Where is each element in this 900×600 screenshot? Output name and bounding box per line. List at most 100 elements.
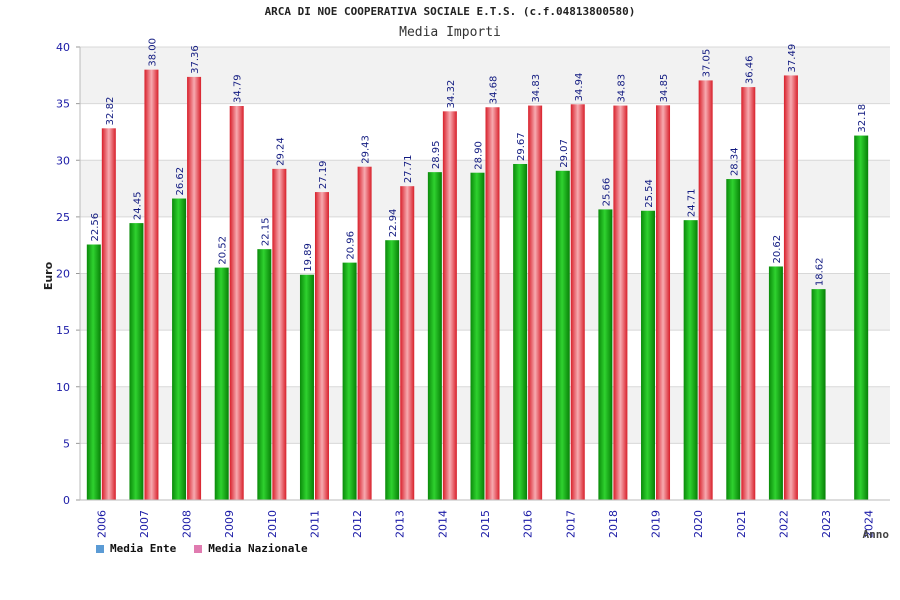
bar-media-ente [513,163,528,500]
data-label: 29.07 [559,139,570,168]
bar-media-nazionale [144,69,159,501]
bar-media-ente [726,179,741,500]
x-tick-label: 2015 [479,510,492,538]
bar-media-nazionale [101,128,116,500]
y-tick-label: 20 [56,268,70,281]
data-labels: 22.56 32.82 24.45 38.00 26.62 37.36 20.52 34.79… [90,38,868,286]
plot-band [80,103,890,161]
bar-media-ente [683,220,698,501]
data-label: 34.68 [489,76,500,105]
data-label: 27.71 [403,155,414,184]
plot-band [80,386,890,444]
x-tick-label: 2007 [138,510,151,538]
legend-label-ente: Media Ente [110,542,177,555]
data-label: 38.00 [147,38,158,67]
legend-item-ente: Media Ente [96,542,176,555]
bar-media-ente [86,244,101,500]
data-label: 27.19 [318,160,329,189]
bar-media-nazionale [357,166,372,500]
legend-swatch-ente [96,544,104,553]
x-tick-label: 2014 [436,510,449,538]
data-label: 19.89 [303,243,314,272]
bar-media-ente [299,274,314,500]
x-tick-label: 2008 [181,510,194,538]
bar-media-ente [811,289,826,500]
x-axis-label: Anno [863,528,890,541]
bar-media-nazionale [485,107,500,501]
data-label: 22.94 [388,209,399,238]
data-label: 18.62 [815,257,826,286]
data-label: 34.85 [659,74,670,103]
data-label: 32.82 [105,97,116,126]
plot-band [80,330,890,387]
legend-swatch-nazionale [194,544,203,553]
bar-media-ente [342,262,357,500]
data-label: 34.83 [531,74,542,103]
data-label: 20.62 [772,235,783,264]
y-tick-label: 0 [63,494,70,507]
x-tick-label: 2019 [650,510,663,538]
x-tick-label: 2010 [266,510,279,538]
y-tick-label: 25 [56,211,70,224]
x-tick-label: 2017 [564,510,577,538]
data-label: 36.46 [744,55,755,84]
bar-media-ente [129,223,144,500]
bar-media-ente [427,172,442,501]
bar-media-ente [385,240,400,500]
data-label: 34.79 [233,74,244,103]
data-label: 22.56 [90,213,101,242]
data-label: 28.95 [431,141,442,170]
data-label: 24.71 [687,189,698,218]
y-tick-label: 10 [56,381,70,394]
data-label: 29.24 [275,137,286,166]
bar-media-ente [641,210,656,500]
x-tick-label: 2012 [351,510,364,538]
bar-media-nazionale [442,111,457,501]
data-label: 20.96 [346,231,357,260]
x-tick-label: 2020 [692,510,705,538]
bar-media-ente [768,266,783,500]
x-tick-label: 2021 [735,510,748,538]
x-tick-label: 2016 [522,510,535,538]
bar-media-nazionale [656,105,671,500]
bar-media-nazionale [783,75,798,500]
data-label: 34.83 [616,74,627,103]
x-tick-label: 2022 [777,510,790,538]
plot-band [80,160,890,217]
x-tick-label: 2009 [223,510,236,538]
bar-media-nazionale [741,87,756,500]
chart-title: ARCA DI NOE COOPERATIVA SOCIALE E.T.S. (… [264,5,636,18]
bar-media-ente [470,172,485,500]
data-label: 20.52 [218,236,229,265]
x-tick-label: 2006 [95,510,108,538]
legend-item-nazionale: Media Nazionale [194,542,308,555]
bar-media-nazionale [187,76,202,500]
y-tick-label: 35 [56,98,70,111]
plot-band [80,443,890,500]
plot-band [80,47,890,104]
bar-media-ente [172,198,187,500]
bars [86,69,869,501]
bar-media-ente [598,209,613,500]
x-tick-label: 2013 [394,510,407,538]
x-tick-label: 2024 [863,510,876,538]
data-label: 34.94 [574,73,585,102]
plot-band [80,216,890,274]
data-label: 29.43 [361,135,372,164]
bar-media-nazionale [528,105,543,501]
x-tick-label: 2023 [820,510,833,538]
bar-media-nazionale [400,186,415,500]
legend-label-nazionale: Media Nazionale [208,542,308,555]
data-label: 24.45 [132,191,143,220]
bar-media-ente [257,249,272,500]
data-label: 37.36 [190,45,201,74]
data-label: 32.18 [857,104,868,133]
bar-media-nazionale [570,104,585,500]
data-label: 37.05 [702,49,713,78]
data-label: 28.90 [474,141,485,170]
bar-media-ente [555,170,570,500]
plot-band [80,273,890,331]
x-tick-label: 2011 [308,510,321,538]
bar-media-ente [854,135,869,500]
